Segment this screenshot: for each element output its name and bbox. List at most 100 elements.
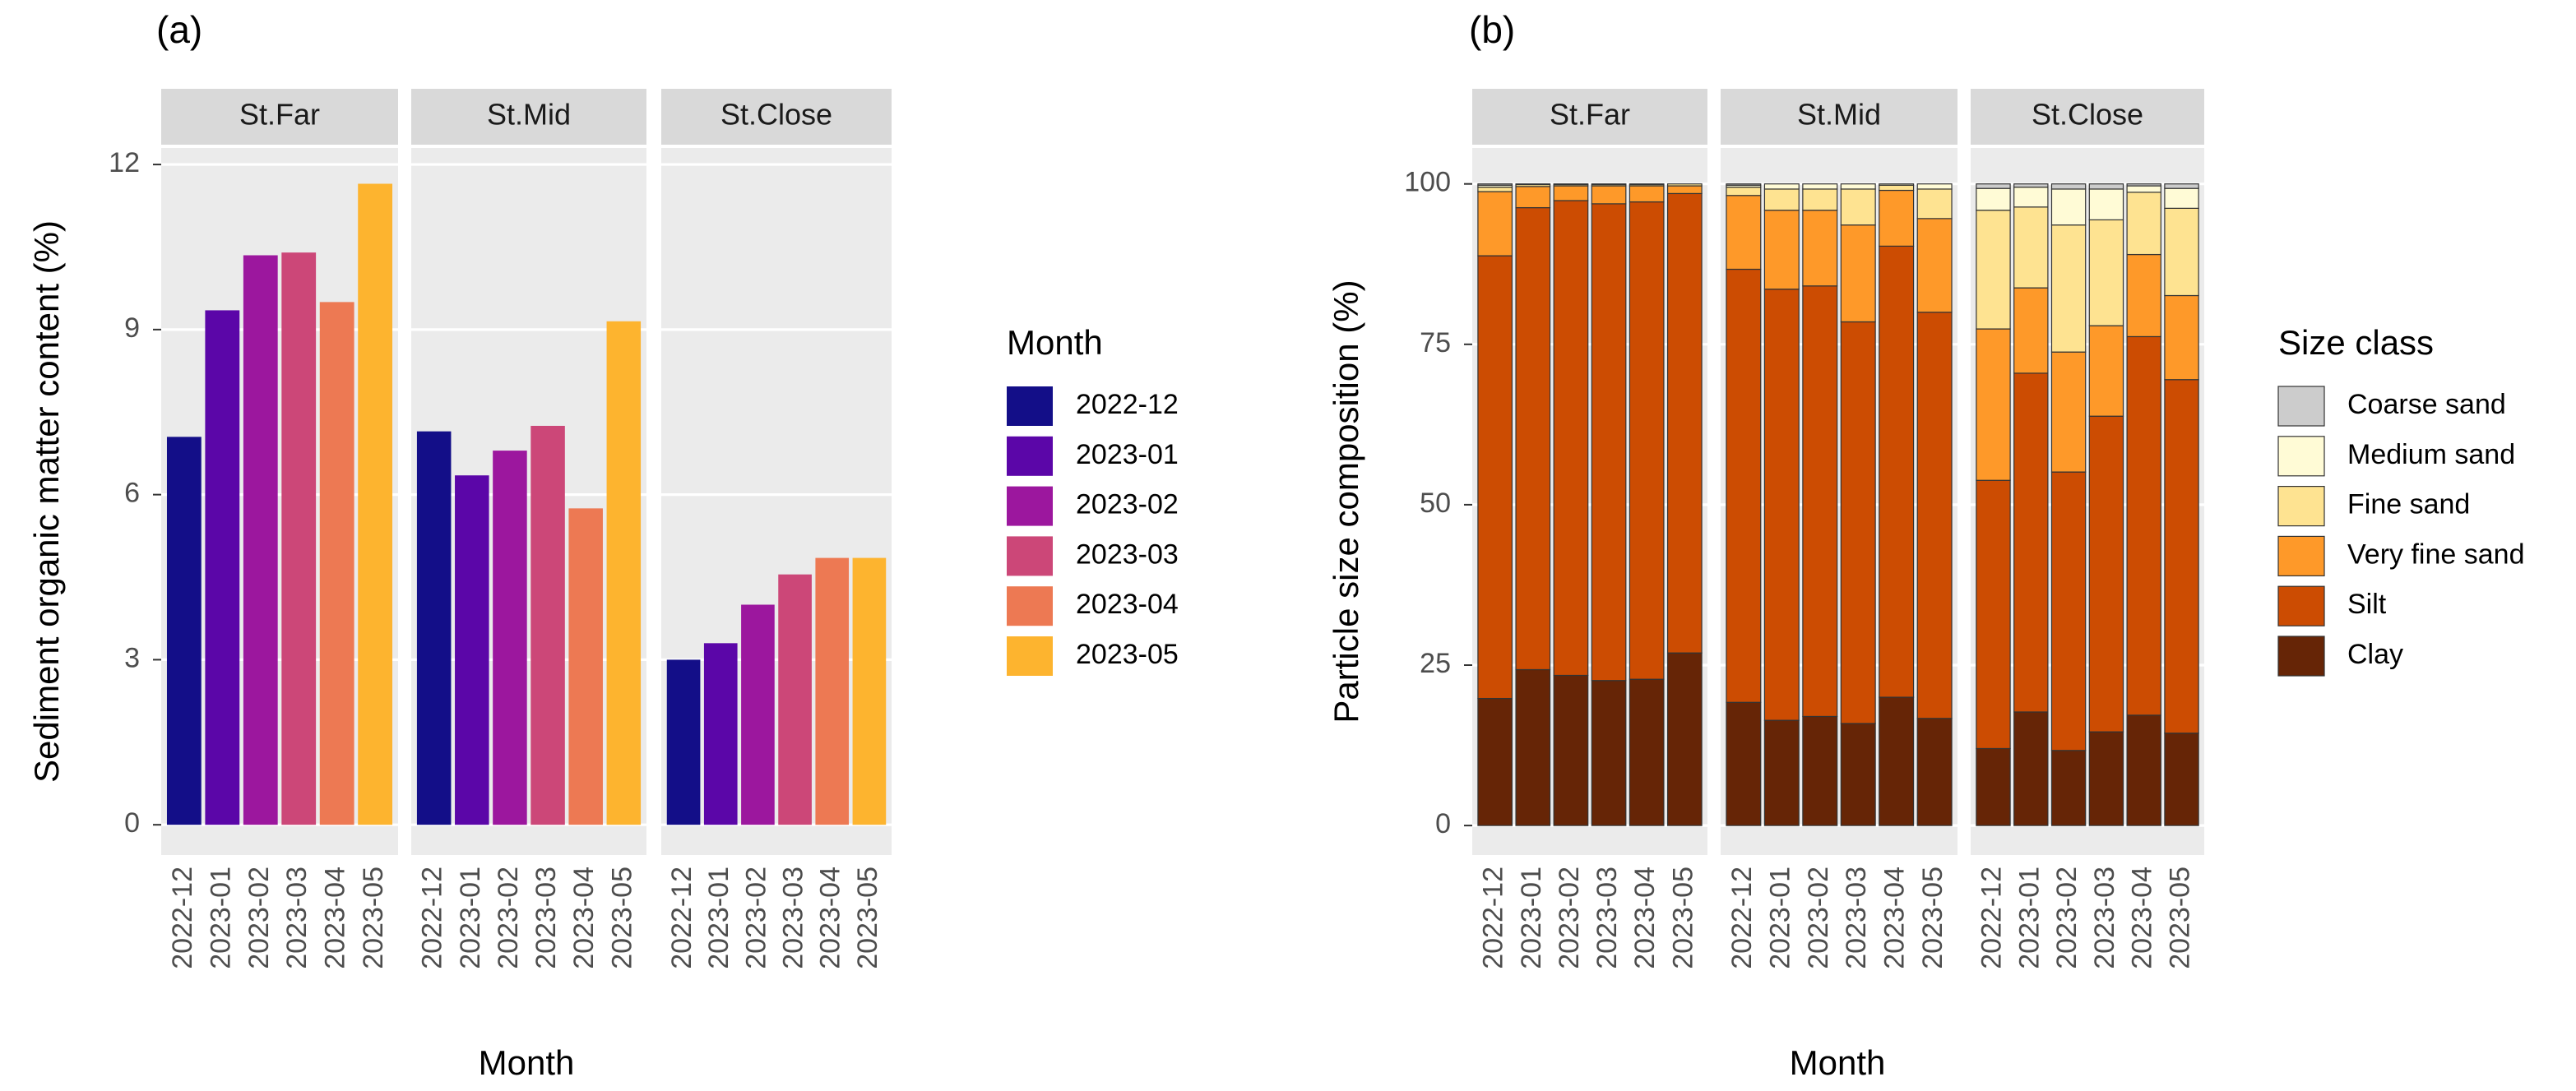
bar-segment (1666, 192, 1703, 654)
bar-segment (2050, 188, 2087, 226)
bar-segment (1976, 747, 2011, 826)
x-tick-label: 2023-04 (320, 867, 351, 969)
bar-segment (1763, 289, 1800, 721)
bar (281, 252, 317, 825)
bar-segment (1666, 183, 1703, 187)
x-tick-label: 2023-01 (455, 867, 486, 969)
bar-segment (1629, 183, 1665, 186)
bar (493, 451, 527, 825)
y-tick-label: 0 (1435, 808, 1451, 839)
x-tick-label: 2023-03 (2089, 867, 2120, 969)
legend-label: Fine sand (2347, 489, 2470, 520)
bar-segment (1840, 723, 1876, 826)
legend-label: 2022-12 (1076, 389, 1179, 420)
bar-segment (1976, 328, 2011, 481)
x-tick-label: 2023-03 (1591, 867, 1623, 969)
x-tick-label: 2023-05 (1667, 867, 1698, 969)
bar (703, 643, 738, 825)
x-tick-label: 2023-03 (1841, 867, 1872, 969)
legend-label: Clay (2347, 639, 2403, 670)
bar-segment (2088, 183, 2124, 190)
x-tick-label: 2022-12 (1478, 867, 1509, 969)
strip-label: St.Far (239, 98, 320, 132)
bar-segment (2126, 714, 2161, 826)
bar-segment (1763, 183, 1800, 190)
bar-segment (1879, 189, 1915, 247)
bar-segment (1515, 206, 1551, 671)
bar-segment (1916, 718, 1953, 826)
legend-key (2277, 585, 2325, 626)
strip-label: St.Mid (487, 98, 571, 132)
bar-segment (1802, 183, 1838, 190)
bar-segment (1763, 188, 1800, 211)
x-tick-label: 2023-01 (205, 867, 236, 969)
bar-segment (2013, 372, 2049, 713)
bar-segment (1629, 201, 1665, 680)
bar-segment (2126, 183, 2161, 187)
bar-segment (2013, 183, 2049, 188)
strip (661, 89, 892, 145)
bar-segment (2013, 711, 2049, 826)
x-tick-label: 2023-01 (1764, 867, 1795, 969)
x-tick-label: 2023-03 (778, 867, 809, 969)
y-tick-label: 12 (109, 147, 140, 178)
bar-segment (2050, 471, 2087, 751)
bar-segment (1726, 268, 1762, 703)
legend-label: 2023-01 (1076, 439, 1179, 470)
x-axis-title: Month (1790, 1043, 1886, 1082)
legend-label: 2023-02 (1076, 489, 1179, 520)
x-tick-label: 2023-02 (493, 867, 524, 969)
legend-label: Silt (2347, 589, 2387, 620)
legend-key (1007, 536, 1053, 576)
x-tick-label: 2022-12 (1976, 867, 2007, 969)
bar-segment (1726, 187, 1762, 196)
bar-segment (1553, 183, 1589, 186)
x-tick-label: 2022-12 (167, 867, 198, 969)
legend-label: Very fine sand (2347, 539, 2524, 570)
y-tick-label: 0 (124, 807, 140, 839)
bar-segment (1916, 188, 1953, 220)
bar-segment (2050, 750, 2087, 826)
legend-key (2277, 386, 2325, 427)
x-tick-label: 2023-02 (243, 867, 275, 969)
bar-segment (1591, 680, 1627, 826)
x-tick-label: 2023-02 (1554, 867, 1585, 969)
x-tick-label: 2023-04 (815, 867, 846, 969)
bar-segment (2088, 325, 2124, 417)
bar-segment (1553, 185, 1589, 201)
bar-segment (1591, 203, 1627, 682)
x-tick-label: 2023-05 (1917, 867, 1948, 969)
bar-segment (2126, 185, 2161, 193)
x-tick-label: 2022-12 (417, 867, 448, 969)
bar-segment (1629, 185, 1665, 203)
bar-segment (2013, 287, 2049, 374)
x-tick-label: 2023-02 (2051, 867, 2083, 969)
bar-segment (1840, 321, 1876, 724)
bar-segment (2088, 219, 2124, 326)
bar-segment (1802, 715, 1838, 826)
x-tick-label: 2023-04 (2127, 867, 2158, 969)
x-tick-label: 2023-04 (1629, 867, 1661, 969)
y-tick-label: 9 (124, 312, 140, 344)
legend-key (2277, 636, 2325, 677)
bar-segment (1840, 183, 1876, 190)
legend-label: 2023-03 (1076, 539, 1179, 570)
bar-segment (2126, 253, 2161, 338)
bar (205, 310, 240, 825)
bar-segment (1976, 210, 2011, 330)
bar-segment (1666, 652, 1703, 826)
bar-segment (1591, 185, 1627, 205)
x-tick-label: 2023-03 (281, 867, 313, 969)
bar-segment (1976, 183, 2011, 189)
bar-segment (2164, 294, 2199, 381)
x-tick-label: 2023-02 (740, 867, 771, 969)
legend-title: Size class (2278, 323, 2434, 362)
bar-segment (1879, 184, 1915, 192)
x-tick-label: 2022-12 (1726, 867, 1758, 969)
bar-segment (1477, 187, 1513, 192)
y-tick-label: 25 (1420, 648, 1451, 679)
x-tick-label: 2023-01 (2013, 867, 2045, 969)
bar-segment (1477, 191, 1513, 257)
bar-segment (1802, 188, 1838, 211)
x-tick-label: 2023-03 (530, 867, 562, 969)
